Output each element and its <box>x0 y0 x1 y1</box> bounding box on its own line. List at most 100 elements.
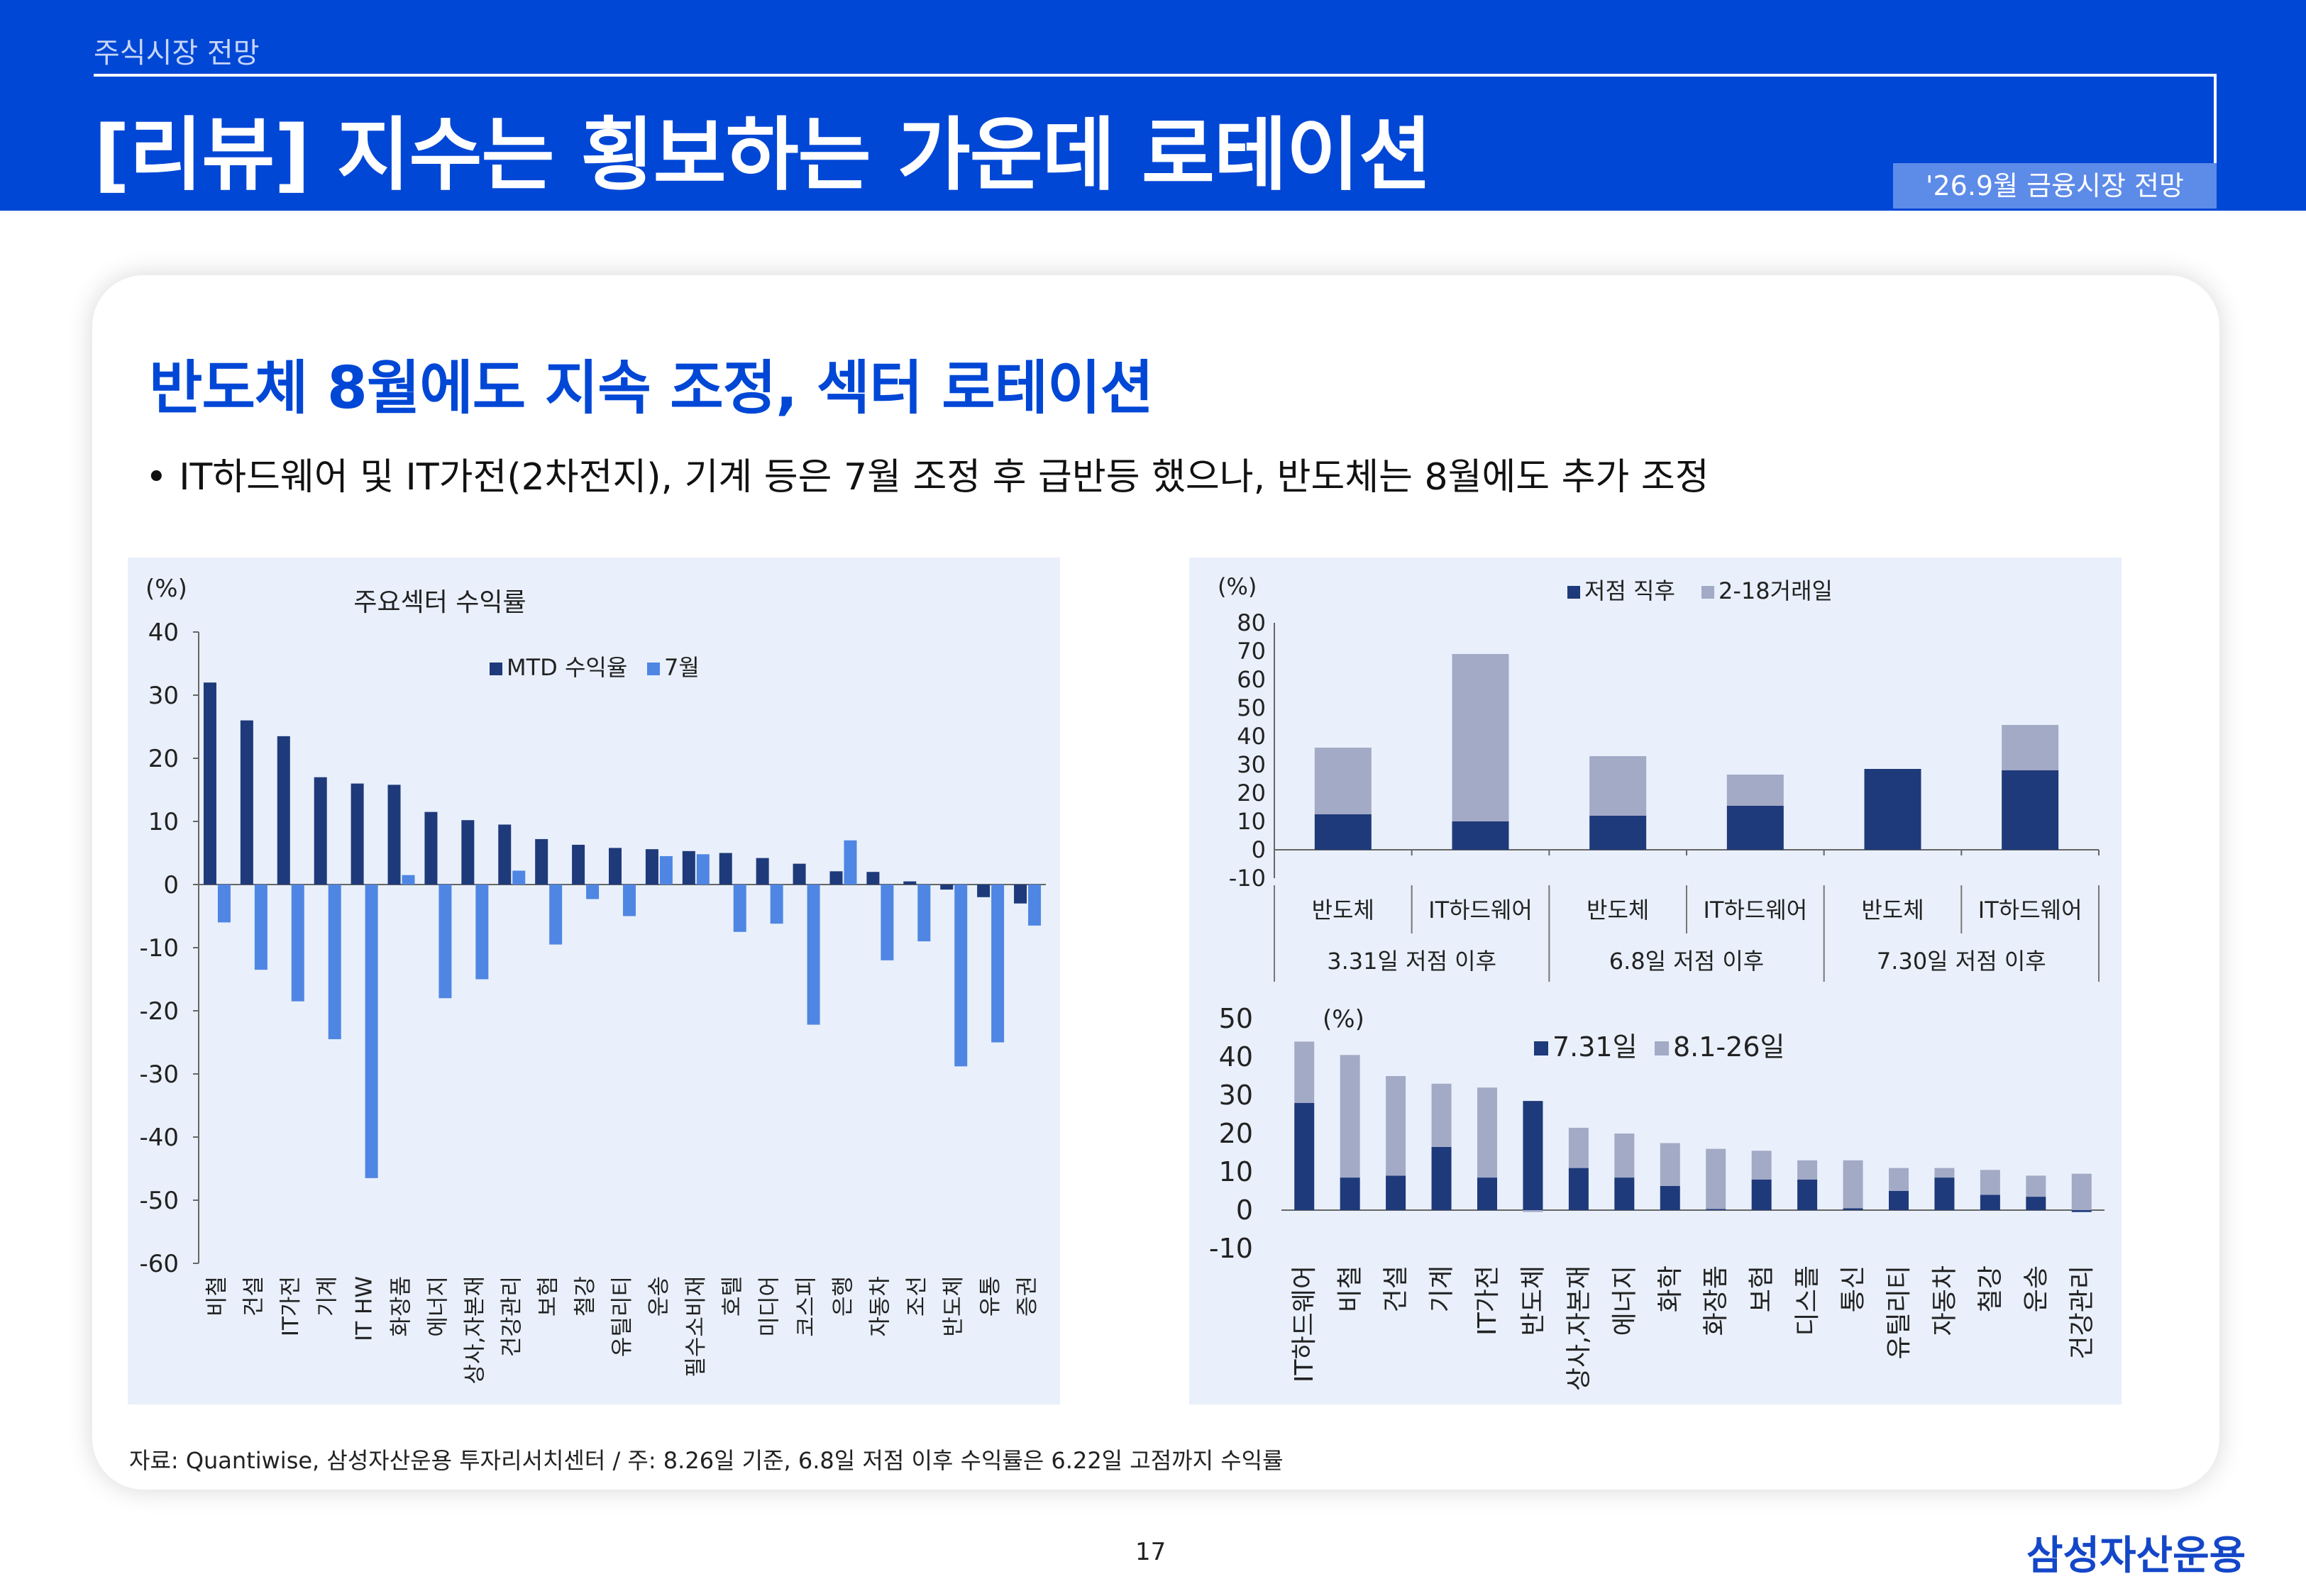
bar-mtd <box>645 849 658 885</box>
bar-july <box>217 885 231 923</box>
legend-label-mtd: MTD 수익율 <box>507 654 627 681</box>
bar-segment-2-18-days <box>2002 725 2059 770</box>
category-label: 보험 <box>536 1276 561 1317</box>
bar-july <box>328 885 341 1040</box>
bar-july <box>991 885 1005 1043</box>
bar-mtd <box>1014 885 1027 904</box>
bar-july <box>512 870 526 885</box>
category-label: IT하드웨어 <box>1978 897 2082 924</box>
bar-segment-aug1-26 <box>1889 1168 1909 1191</box>
bar-segment-aug1-26 <box>1843 1160 1863 1209</box>
category-label: 에너지 <box>1610 1265 1639 1336</box>
y-tick-label: 40 <box>1237 723 1266 750</box>
header-divider <box>94 74 2217 77</box>
sector-returns-chart: 주요섹터 수익률 (%) 40 30 20 10 0 -10 -20 -30 -40 -50 -60 비철… <box>139 575 1046 1384</box>
category-label: IT하드웨어 <box>1290 1265 1319 1382</box>
bar-july <box>254 885 267 970</box>
bar-segment-jul31 <box>1934 1177 1955 1210</box>
bar-mtd <box>572 844 585 885</box>
bar-segment-jul31 <box>1614 1177 1635 1210</box>
bar-july <box>770 885 783 924</box>
content-subtitle: 반도체 8월에도 지속 조정, 섹터 로테이션 <box>149 355 1154 422</box>
category-label: 운송 <box>646 1276 672 1317</box>
chart-panel-left: 주요섹터 수익률 (%) 40 30 20 10 0 -10 -20 -30 -40 -50 -60 비철… <box>128 558 1060 1404</box>
chart-title: 주요섹터 수익률 <box>353 588 526 617</box>
category-label: 반도체 <box>1861 897 1924 924</box>
bar-july <box>733 885 746 932</box>
bar-july <box>696 854 710 885</box>
bar-segment-after-trough <box>1314 814 1372 850</box>
bar-segment-aug1-26 <box>2026 1175 2046 1197</box>
chart-panel-right: (%) 80 70 60 50 40 30 20 10 0 -10 반도체 IT하드웨어 반도체 IT하드웨… <box>1189 558 2122 1404</box>
section-label: 주식시장 전망 <box>94 37 260 70</box>
bar-segment-jul31 <box>1340 1177 1360 1210</box>
bar-segment-aug1-26 <box>1477 1087 1497 1178</box>
category-label: 건강관리 <box>499 1276 524 1357</box>
bar-mtd <box>314 777 327 885</box>
bar-july <box>365 885 378 1178</box>
category-label: 건설 <box>241 1276 267 1317</box>
y-tick-label: 60 <box>1237 666 1266 693</box>
y-tick-label: 0 <box>163 871 179 899</box>
y-tick-label: 20 <box>1237 780 1266 807</box>
category-label: 비철 <box>1336 1265 1365 1312</box>
legend-swatch-july <box>647 663 660 675</box>
bar-segment-aug1-26 <box>1523 1210 1543 1212</box>
bar-segment-2-18-days <box>1726 775 1784 806</box>
bar-mtd <box>793 863 806 885</box>
bar-segment-aug1-26 <box>1980 1170 2000 1195</box>
bar-segment-aug1-26 <box>1431 1083 1452 1147</box>
category-label: IT HW <box>352 1276 377 1341</box>
y-tick-label: 10 <box>1237 808 1266 835</box>
bar-segment-jul31 <box>2071 1210 2092 1212</box>
bar-mtd <box>387 785 401 885</box>
category-label: IT가전 <box>278 1276 304 1336</box>
bar-segment-jul31 <box>1660 1185 1680 1210</box>
legend-swatch-2-18-days <box>1701 586 1714 599</box>
category-label: 보험 <box>1748 1265 1777 1312</box>
y-tick-label: 30 <box>1219 1080 1253 1111</box>
bar-july <box>475 885 489 980</box>
bar-segment-2-18-days <box>1452 654 1509 821</box>
category-label: 화장품 <box>389 1276 414 1337</box>
bar-segment-jul31 <box>1568 1168 1589 1210</box>
legend-swatch-after-trough <box>1567 586 1580 599</box>
category-label: 디스플 <box>1793 1265 1822 1336</box>
bar-segment-jul31 <box>1523 1101 1543 1210</box>
bar-july <box>659 855 673 885</box>
y-tick-label: 50 <box>1219 1003 1253 1034</box>
y-tick-label: 40 <box>148 619 179 647</box>
y-tick-label: 20 <box>1219 1118 1253 1149</box>
bar-july <box>881 885 894 960</box>
bar-segment-jul31 <box>1843 1208 1863 1210</box>
category-label: 호텔 <box>720 1276 746 1317</box>
y-unit-label: (%) <box>1323 1005 1364 1033</box>
bar-segment-jul31 <box>1431 1146 1452 1210</box>
category-label: 자동차 <box>1930 1265 1959 1336</box>
category-label: 건강관리 <box>2068 1265 2097 1359</box>
y-tick-label: 30 <box>1237 751 1266 778</box>
legend-label-2-18-days: 2-18거래일 <box>1719 577 1833 604</box>
bar-segment-jul31 <box>1889 1191 1909 1210</box>
category-label: IT가전 <box>1473 1265 1502 1336</box>
category-label: 비철 <box>204 1276 230 1317</box>
page-title: [리뷰] 지수는 횡보하는 가운데 로테이션 <box>94 109 1432 201</box>
bar-july <box>917 885 931 942</box>
bar-mtd <box>277 736 290 885</box>
category-label: 유틸리티 <box>1885 1265 1914 1359</box>
header-divider-vertical <box>2214 74 2217 209</box>
category-label: 미디어 <box>757 1276 783 1337</box>
bar-mtd <box>940 885 954 890</box>
bar-segment-jul31 <box>1706 1209 1726 1210</box>
category-label: 유통 <box>978 1276 1003 1317</box>
bar-july <box>954 885 968 1067</box>
bar-segment-aug1-26 <box>1294 1041 1315 1103</box>
bar-segment-jul31 <box>1797 1179 1818 1210</box>
group-label: 7.30일 저점 이후 <box>1877 948 2046 975</box>
y-tick-label: -20 <box>139 997 179 1026</box>
bar-july <box>844 840 857 885</box>
bar-segment-after-trough <box>2002 770 2059 850</box>
bar-segment-after-trough <box>1589 816 1647 850</box>
category-label: IT하드웨어 <box>1428 897 1533 924</box>
bar-segment-aug1-26 <box>1386 1076 1406 1176</box>
